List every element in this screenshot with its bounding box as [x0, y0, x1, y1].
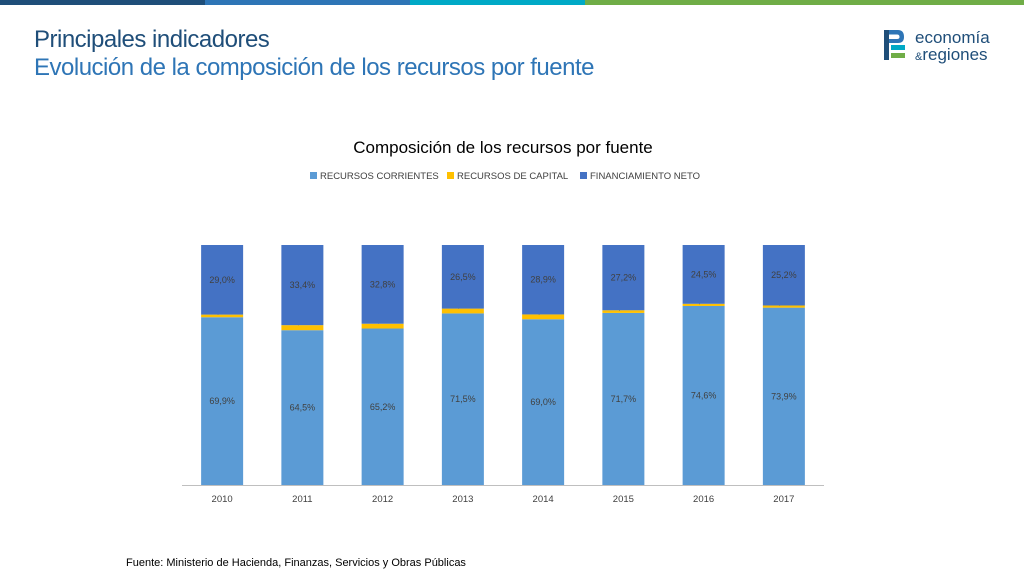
bar-2017-series-1 — [762, 307, 805, 485]
bar-2016-series-1 — [682, 305, 725, 485]
top-bar-segment-3 — [410, 0, 585, 5]
bar-2016-series-2 — [682, 303, 725, 306]
top-bar-segment-1 — [0, 0, 205, 5]
data-label-2017-series-3: 25,2% — [771, 270, 797, 280]
data-label-2014-series-1: 69,0% — [530, 397, 556, 407]
bar-2010-series-1 — [201, 317, 244, 485]
bar-2015-series-1 — [602, 312, 645, 485]
data-label-2016-series-1: 74,6% — [691, 390, 717, 400]
x-tick-label-2012: 2012 — [372, 494, 393, 505]
logo-amp: & — [915, 51, 923, 63]
bar-2013-series-3 — [441, 245, 484, 309]
data-label-2017-series-1: 73,9% — [771, 391, 797, 401]
x-tick-label-2013: 2013 — [452, 494, 473, 505]
top-bar-segment-2 — [205, 0, 410, 5]
data-label-2012-series-3: 32,8% — [370, 279, 396, 289]
bar-2014-series-1 — [522, 319, 565, 485]
bar-2011-series-1 — [281, 330, 324, 485]
data-label-2011-series-1: 64,5% — [290, 403, 316, 413]
legend-label-1: RECURSOS CORRIENTES — [320, 171, 439, 182]
x-tick-label-2015: 2015 — [613, 494, 634, 505]
x-tick-label-2016: 2016 — [693, 494, 714, 505]
source-note: Fuente: Ministerio de Hacienda, Finanzas… — [126, 557, 466, 569]
data-label-2010-series-1: 69,9% — [209, 396, 235, 406]
data-label-2014-series-3: 28,9% — [530, 275, 556, 285]
bar-2017-series-3 — [762, 245, 805, 306]
data-label-2013-series-3: 26,5% — [450, 272, 476, 282]
bar-2010-series-2 — [201, 314, 244, 318]
page-title-block: Principales indicadores Evolución de la … — [34, 26, 595, 81]
data-label-2015-series-1: 71,7% — [611, 394, 637, 404]
bar-2012-series-3 — [361, 245, 404, 324]
x-tick-label-2014: 2014 — [533, 494, 554, 505]
data-label-2016-series-3: 24,5% — [691, 269, 717, 279]
top-bar-segment-4 — [585, 0, 1024, 5]
bar-2017-series-2 — [762, 305, 805, 308]
data-label-2010-series-3: 29,0% — [209, 275, 235, 285]
x-tick-label-2017: 2017 — [773, 494, 794, 505]
legend-swatch-2 — [447, 172, 454, 179]
legend-swatch-1 — [310, 172, 317, 179]
logo-word-2: regiones — [922, 45, 988, 64]
x-tick-label-2010: 2010 — [212, 494, 233, 505]
bar-2013-series-1 — [441, 313, 484, 485]
data-label-2015-series-3: 27,2% — [611, 273, 637, 283]
brand-logo: economía &regiones — [884, 28, 1004, 64]
bar-2015-series-2 — [602, 310, 645, 313]
bar-2011-series-3 — [281, 245, 324, 326]
legend-label-2: RECURSOS DE CAPITAL — [457, 171, 568, 182]
data-label-2011-series-3: 33,4% — [290, 280, 316, 290]
bar-2012-series-2 — [361, 323, 404, 329]
page-title: Principales indicadores — [34, 26, 270, 53]
logo-word-1: economía — [915, 28, 990, 47]
x-tick-label-2011: 2011 — [292, 494, 312, 505]
legend-label-3: FINANCIAMIENTO NETO — [590, 171, 700, 182]
page-subtitle: Evolución de la composición de los recur… — [34, 54, 595, 81]
bar-2012-series-1 — [361, 328, 404, 485]
bar-2014-series-3 — [522, 245, 565, 315]
top-accent-bar — [0, 0, 1024, 5]
legend-swatch-3 — [580, 172, 587, 179]
bar-2016-series-3 — [682, 245, 725, 304]
chart-title: Composición de los recursos por fuente — [353, 138, 653, 157]
logo-word-2-wrap: &regiones — [915, 45, 988, 65]
data-label-2012-series-1: 65,2% — [370, 402, 396, 412]
bar-2015-series-3 — [602, 245, 645, 311]
data-label-2013-series-1: 71,5% — [450, 394, 476, 404]
bar-2010-series-3 — [201, 245, 244, 315]
bar-2011-series-2 — [281, 325, 324, 331]
bar-2013-series-2 — [441, 308, 484, 314]
bar-2014-series-2 — [522, 314, 565, 320]
logo-r-icon — [884, 30, 905, 60]
